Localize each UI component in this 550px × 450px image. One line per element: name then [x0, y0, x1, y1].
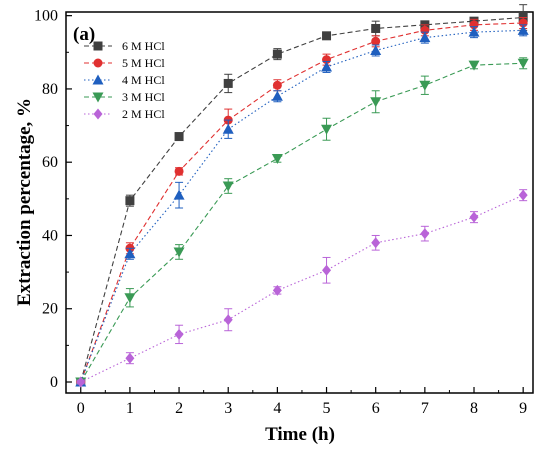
data-point — [124, 293, 136, 304]
data-point — [371, 36, 381, 46]
series-line — [80, 22, 524, 383]
y-tick-label: 20 — [42, 301, 58, 318]
plot-frame — [65, 11, 534, 394]
data-point — [125, 196, 135, 206]
legend-marker — [92, 74, 104, 85]
data-point — [222, 123, 234, 134]
x-tick-label: 2 — [175, 400, 183, 417]
legend-marker — [93, 58, 103, 68]
y-tick-label: 80 — [42, 81, 58, 98]
series-line — [80, 194, 524, 383]
data-point — [518, 189, 528, 201]
series-3 — [75, 57, 529, 388]
data-point — [272, 49, 282, 59]
data-point — [517, 58, 529, 69]
series-line — [80, 16, 524, 383]
y-tick-label: 0 — [50, 374, 58, 391]
data-point — [420, 228, 430, 240]
data-point — [322, 264, 332, 276]
legend-label: 3 M HCl — [122, 90, 165, 104]
data-point — [371, 237, 381, 249]
legend-label: 6 M HCl — [122, 39, 165, 53]
axis-ticks: 0 1 2 3 4 5 6 7 8 9 0 20 40 60 80 100 — [34, 8, 527, 417]
data-point — [174, 328, 184, 340]
data-point — [371, 23, 381, 33]
data-point — [223, 78, 233, 88]
legend-label: 5 M HCl — [122, 56, 165, 70]
data-point — [419, 80, 431, 91]
data-point — [271, 154, 283, 165]
x-tick-label: 9 — [519, 400, 527, 417]
data-point — [174, 132, 184, 142]
data-point — [272, 80, 282, 90]
data-point — [222, 181, 234, 192]
data-point — [76, 376, 86, 388]
x-tick-label: 1 — [126, 400, 134, 417]
x-tick-label: 7 — [421, 400, 429, 417]
data-point — [322, 31, 332, 41]
data-point — [272, 284, 282, 296]
x-tick-label: 6 — [372, 400, 380, 417]
y-tick-label: 40 — [42, 227, 58, 244]
panel-label: (a) — [73, 24, 95, 45]
x-tick-label: 8 — [470, 400, 478, 417]
legend-label: 2 M HCl — [122, 107, 165, 121]
y-tick-label: 60 — [42, 154, 58, 171]
data-point — [223, 314, 233, 326]
series-4 — [76, 189, 528, 388]
series-layer — [75, 4, 529, 388]
data-point — [321, 124, 333, 135]
series-line — [80, 62, 524, 383]
data-point — [321, 61, 333, 72]
data-point — [173, 247, 185, 258]
data-point — [419, 32, 431, 43]
data-point — [125, 352, 135, 364]
data-point — [517, 24, 529, 35]
data-point — [469, 211, 479, 223]
x-tick-label: 5 — [323, 400, 331, 417]
data-point — [271, 90, 283, 101]
legend-marker — [92, 92, 104, 103]
legend: 6 M HCl 5 M HCl 4 M HCl 3 M HCl 2 M HCl — [84, 39, 165, 121]
x-tick-label: 0 — [77, 400, 85, 417]
legend-marker — [93, 41, 103, 51]
legend-label: 4 M HCl — [122, 73, 165, 87]
data-point — [468, 60, 480, 71]
x-tick-label: 3 — [224, 400, 232, 417]
data-point — [173, 189, 185, 200]
data-point — [174, 166, 184, 176]
x-axis-title: Time (h) — [265, 424, 335, 445]
data-point — [370, 44, 382, 55]
data-point — [370, 97, 382, 108]
data-point — [124, 248, 136, 259]
data-point — [468, 26, 480, 37]
y-tick-label: 100 — [34, 8, 58, 25]
y-axis-title: Extraction percentage, % — [14, 98, 35, 306]
legend-marker — [93, 108, 103, 120]
x-tick-label: 4 — [273, 400, 281, 417]
